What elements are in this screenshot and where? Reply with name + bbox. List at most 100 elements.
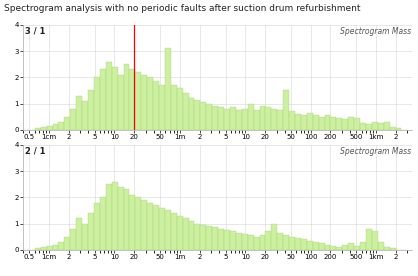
Bar	[224, 230, 230, 250]
Bar	[212, 106, 218, 130]
Bar	[242, 234, 248, 250]
Bar	[230, 107, 236, 130]
Bar	[230, 231, 236, 250]
Bar	[313, 242, 319, 250]
Bar	[200, 225, 206, 250]
Bar	[35, 248, 41, 250]
Bar	[395, 128, 401, 130]
Bar	[141, 75, 147, 130]
Bar	[384, 247, 390, 250]
Bar	[53, 245, 59, 250]
Bar	[153, 81, 159, 130]
Bar	[159, 85, 165, 130]
Bar	[289, 237, 295, 250]
Bar	[82, 224, 88, 250]
Bar	[106, 62, 112, 130]
Bar	[348, 117, 354, 130]
Bar	[200, 102, 206, 130]
Bar	[265, 107, 271, 130]
Bar	[289, 111, 295, 130]
Bar	[189, 221, 194, 250]
Bar	[372, 122, 378, 130]
Bar	[100, 70, 106, 130]
Bar	[319, 243, 324, 250]
Bar	[165, 210, 171, 250]
Bar	[277, 233, 283, 250]
Bar	[135, 197, 141, 250]
Bar	[183, 218, 189, 250]
Bar	[70, 229, 76, 250]
Bar	[336, 247, 342, 250]
Bar	[76, 218, 82, 250]
Bar	[331, 246, 336, 250]
Bar	[76, 96, 82, 130]
Bar	[53, 124, 59, 130]
Text: Spectrogram Mass: Spectrogram Mass	[340, 147, 411, 156]
Bar	[88, 213, 94, 250]
Bar	[319, 117, 324, 130]
Text: Spectrogram analysis with no periodic faults after suction drum refurbishment: Spectrogram analysis with no periodic fa…	[4, 4, 361, 13]
Text: Before suction drum refurbisment: Before suction drum refurbisment	[23, 163, 166, 172]
Bar	[354, 246, 360, 250]
Bar	[64, 237, 70, 250]
Bar	[360, 242, 366, 250]
Bar	[171, 85, 177, 130]
Bar	[324, 245, 331, 250]
Bar	[348, 243, 354, 250]
Bar	[117, 75, 123, 130]
Bar	[360, 123, 366, 130]
Bar	[254, 110, 260, 130]
Bar	[390, 127, 395, 130]
Bar	[47, 126, 53, 130]
Bar	[147, 77, 153, 130]
Bar	[218, 107, 224, 130]
Bar	[372, 231, 378, 250]
Bar	[41, 247, 47, 250]
Bar	[242, 109, 248, 130]
Bar	[147, 203, 153, 250]
Bar	[47, 246, 53, 250]
Bar	[336, 118, 342, 130]
Bar	[123, 64, 130, 130]
Bar	[171, 213, 177, 250]
Bar	[159, 208, 165, 250]
Text: Spectrogram Mass: Spectrogram Mass	[340, 27, 411, 36]
Bar	[283, 90, 289, 130]
Bar	[265, 231, 271, 250]
Bar	[283, 235, 289, 250]
Bar	[313, 115, 319, 130]
Bar	[94, 77, 100, 130]
Bar	[94, 203, 100, 250]
Bar	[59, 242, 64, 250]
Bar	[301, 239, 307, 250]
Bar	[295, 238, 301, 250]
Bar	[366, 124, 372, 130]
Bar	[165, 49, 171, 130]
Text: 2 / 1: 2 / 1	[25, 147, 46, 156]
Bar	[307, 241, 313, 250]
Bar	[189, 98, 194, 130]
Bar	[59, 122, 64, 130]
Bar	[301, 115, 307, 130]
Bar	[41, 127, 47, 130]
Bar	[183, 93, 189, 130]
Bar	[112, 67, 117, 130]
Bar	[224, 109, 230, 130]
Bar	[70, 109, 76, 130]
Bar	[153, 205, 159, 250]
Bar	[177, 88, 183, 130]
Bar	[194, 224, 200, 250]
Bar	[378, 123, 384, 130]
Bar	[130, 70, 135, 130]
Bar	[100, 197, 106, 250]
Bar	[112, 182, 117, 250]
Bar	[342, 119, 348, 130]
Bar	[324, 115, 331, 130]
Bar	[82, 101, 88, 130]
Bar	[141, 200, 147, 250]
Bar	[366, 229, 372, 250]
Bar	[384, 122, 390, 130]
Bar	[135, 72, 141, 130]
Bar	[88, 90, 94, 130]
Bar	[206, 104, 212, 130]
